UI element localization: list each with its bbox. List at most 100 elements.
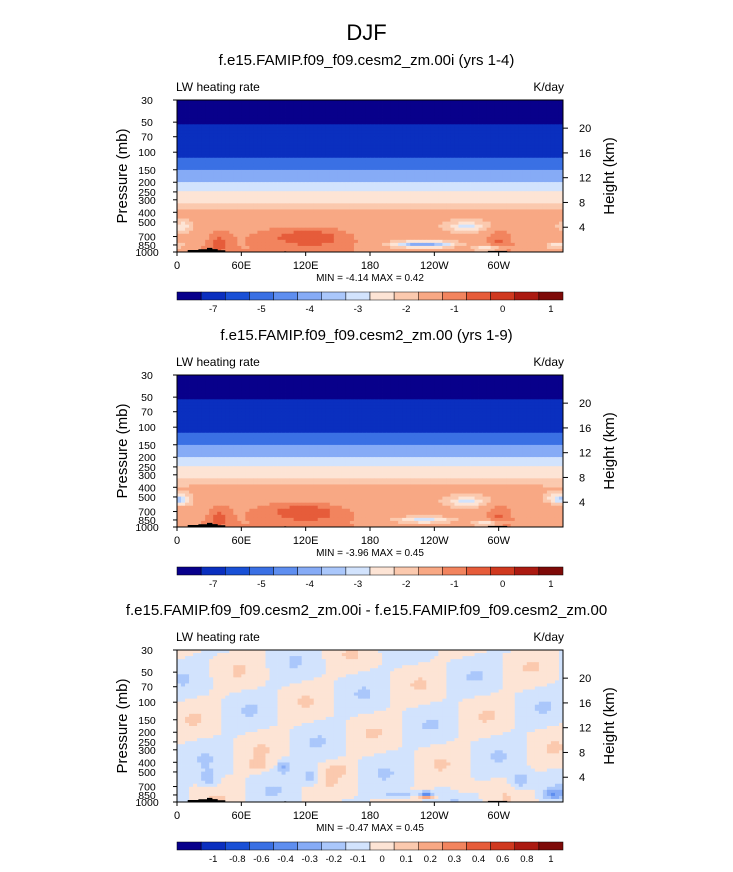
heatmap-cell	[365, 230, 371, 235]
heatmap-cell	[466, 176, 471, 180]
heatmap-cell	[341, 169, 347, 174]
heatmap-cell	[201, 151, 206, 156]
heatmap-cell	[382, 233, 387, 238]
heatmap-cell	[462, 236, 467, 241]
heatmap-cell	[538, 136, 544, 140]
heatmap-cell	[554, 227, 560, 232]
heatmap-cell	[177, 151, 182, 156]
heatmap-cell	[398, 227, 403, 232]
heatmap-cell	[365, 112, 371, 116]
heatmap-cell	[257, 188, 262, 192]
heatmap-cell	[422, 218, 427, 222]
heatmap-cell	[462, 215, 467, 219]
heatmap-cell	[249, 157, 254, 162]
heatmap-cell	[546, 127, 552, 131]
heatmap-cell	[361, 185, 367, 189]
heatmap-cell	[518, 227, 524, 232]
heatmap-cell	[357, 245, 363, 250]
heatmap-cell	[454, 151, 459, 156]
heatmap-cell	[301, 194, 307, 198]
heatmap-cell	[554, 124, 560, 128]
heatmap-cell	[518, 209, 524, 213]
heatmap-cell	[546, 230, 552, 235]
heatmap-cell	[418, 166, 423, 171]
heatmap-cell	[490, 179, 496, 183]
heatmap-cell	[402, 166, 407, 171]
heatmap-cell	[422, 200, 427, 204]
heatmap-cell	[261, 130, 266, 134]
heatmap-cell	[237, 166, 242, 171]
heatmap-cell	[317, 133, 323, 137]
heatmap-cell	[333, 209, 339, 213]
heatmap-cell	[434, 130, 439, 134]
heatmap-cell	[365, 188, 371, 192]
heatmap-cell	[201, 194, 206, 198]
heatmap-cell	[510, 100, 516, 104]
heatmap-cell	[558, 182, 564, 186]
heatmap-cell	[382, 142, 387, 146]
heatmap-cell	[426, 233, 431, 238]
heatmap-cell	[181, 194, 186, 198]
heatmap-cell	[229, 191, 234, 195]
heatmap-cell	[502, 227, 508, 232]
heatmap-cell	[337, 248, 343, 253]
heatmap-cell	[197, 239, 202, 244]
heatmap-cell	[506, 124, 512, 128]
heatmap-cell	[201, 139, 206, 143]
y-tick-label: 500	[138, 217, 156, 229]
heatmap-cell	[490, 100, 496, 104]
heatmap-cell	[321, 221, 327, 226]
heatmap-cell	[189, 109, 194, 113]
heatmap-cell	[177, 145, 182, 150]
heatmap-cell	[474, 151, 479, 156]
heatmap-cell	[245, 112, 250, 116]
heatmap-cell	[341, 115, 347, 119]
heatmap-cell	[313, 115, 319, 119]
heatmap-cell	[406, 172, 411, 177]
heatmap-cell	[418, 109, 423, 113]
heatmap-cell	[253, 145, 258, 150]
heatmap-cell	[498, 133, 504, 137]
heatmap-cell	[249, 124, 254, 128]
heatmap-cell	[365, 176, 371, 180]
heatmap-cell	[229, 118, 234, 122]
heatmap-cell	[390, 106, 395, 110]
heatmap-cell	[293, 197, 299, 201]
heatmap-cell	[333, 218, 339, 222]
heatmap-cell	[193, 103, 198, 107]
heatmap-cell	[446, 233, 451, 238]
heatmap-cell	[466, 221, 471, 226]
heatmap-cell	[506, 136, 512, 140]
heatmap-cell	[181, 203, 186, 207]
heatmap-cell	[225, 118, 230, 122]
heatmap-cell	[249, 148, 254, 153]
heatmap-cell	[510, 203, 516, 207]
heatmap-cell	[357, 206, 363, 210]
heatmap-cell	[454, 130, 459, 134]
heatmap-cell	[293, 106, 299, 110]
heatmap-cell	[498, 100, 504, 104]
heatmap-cell	[506, 118, 512, 122]
heatmap-cell	[386, 115, 391, 119]
heatmap-cell	[337, 112, 343, 116]
heatmap-cell	[305, 139, 311, 143]
heatmap-cell	[558, 127, 564, 131]
heatmap-cell	[201, 176, 206, 180]
heatmap-cell	[245, 130, 250, 134]
heatmap-cell	[370, 375, 375, 379]
heatmap-cell	[241, 245, 246, 250]
heatmap-cell	[237, 212, 242, 216]
heatmap-cell	[293, 185, 299, 189]
heatmap-cell	[390, 172, 395, 177]
heatmap-cell	[193, 112, 198, 116]
heatmap-cell	[390, 188, 395, 192]
heatmap-cell	[241, 227, 246, 232]
heatmap-cell	[289, 112, 294, 116]
heatmap-cell	[265, 188, 270, 192]
heatmap-cell	[462, 375, 467, 379]
heatmap-cell	[209, 127, 214, 131]
heatmap-cell	[490, 124, 496, 128]
heatmap-cell	[538, 127, 544, 131]
heatmap-cell	[402, 209, 407, 213]
